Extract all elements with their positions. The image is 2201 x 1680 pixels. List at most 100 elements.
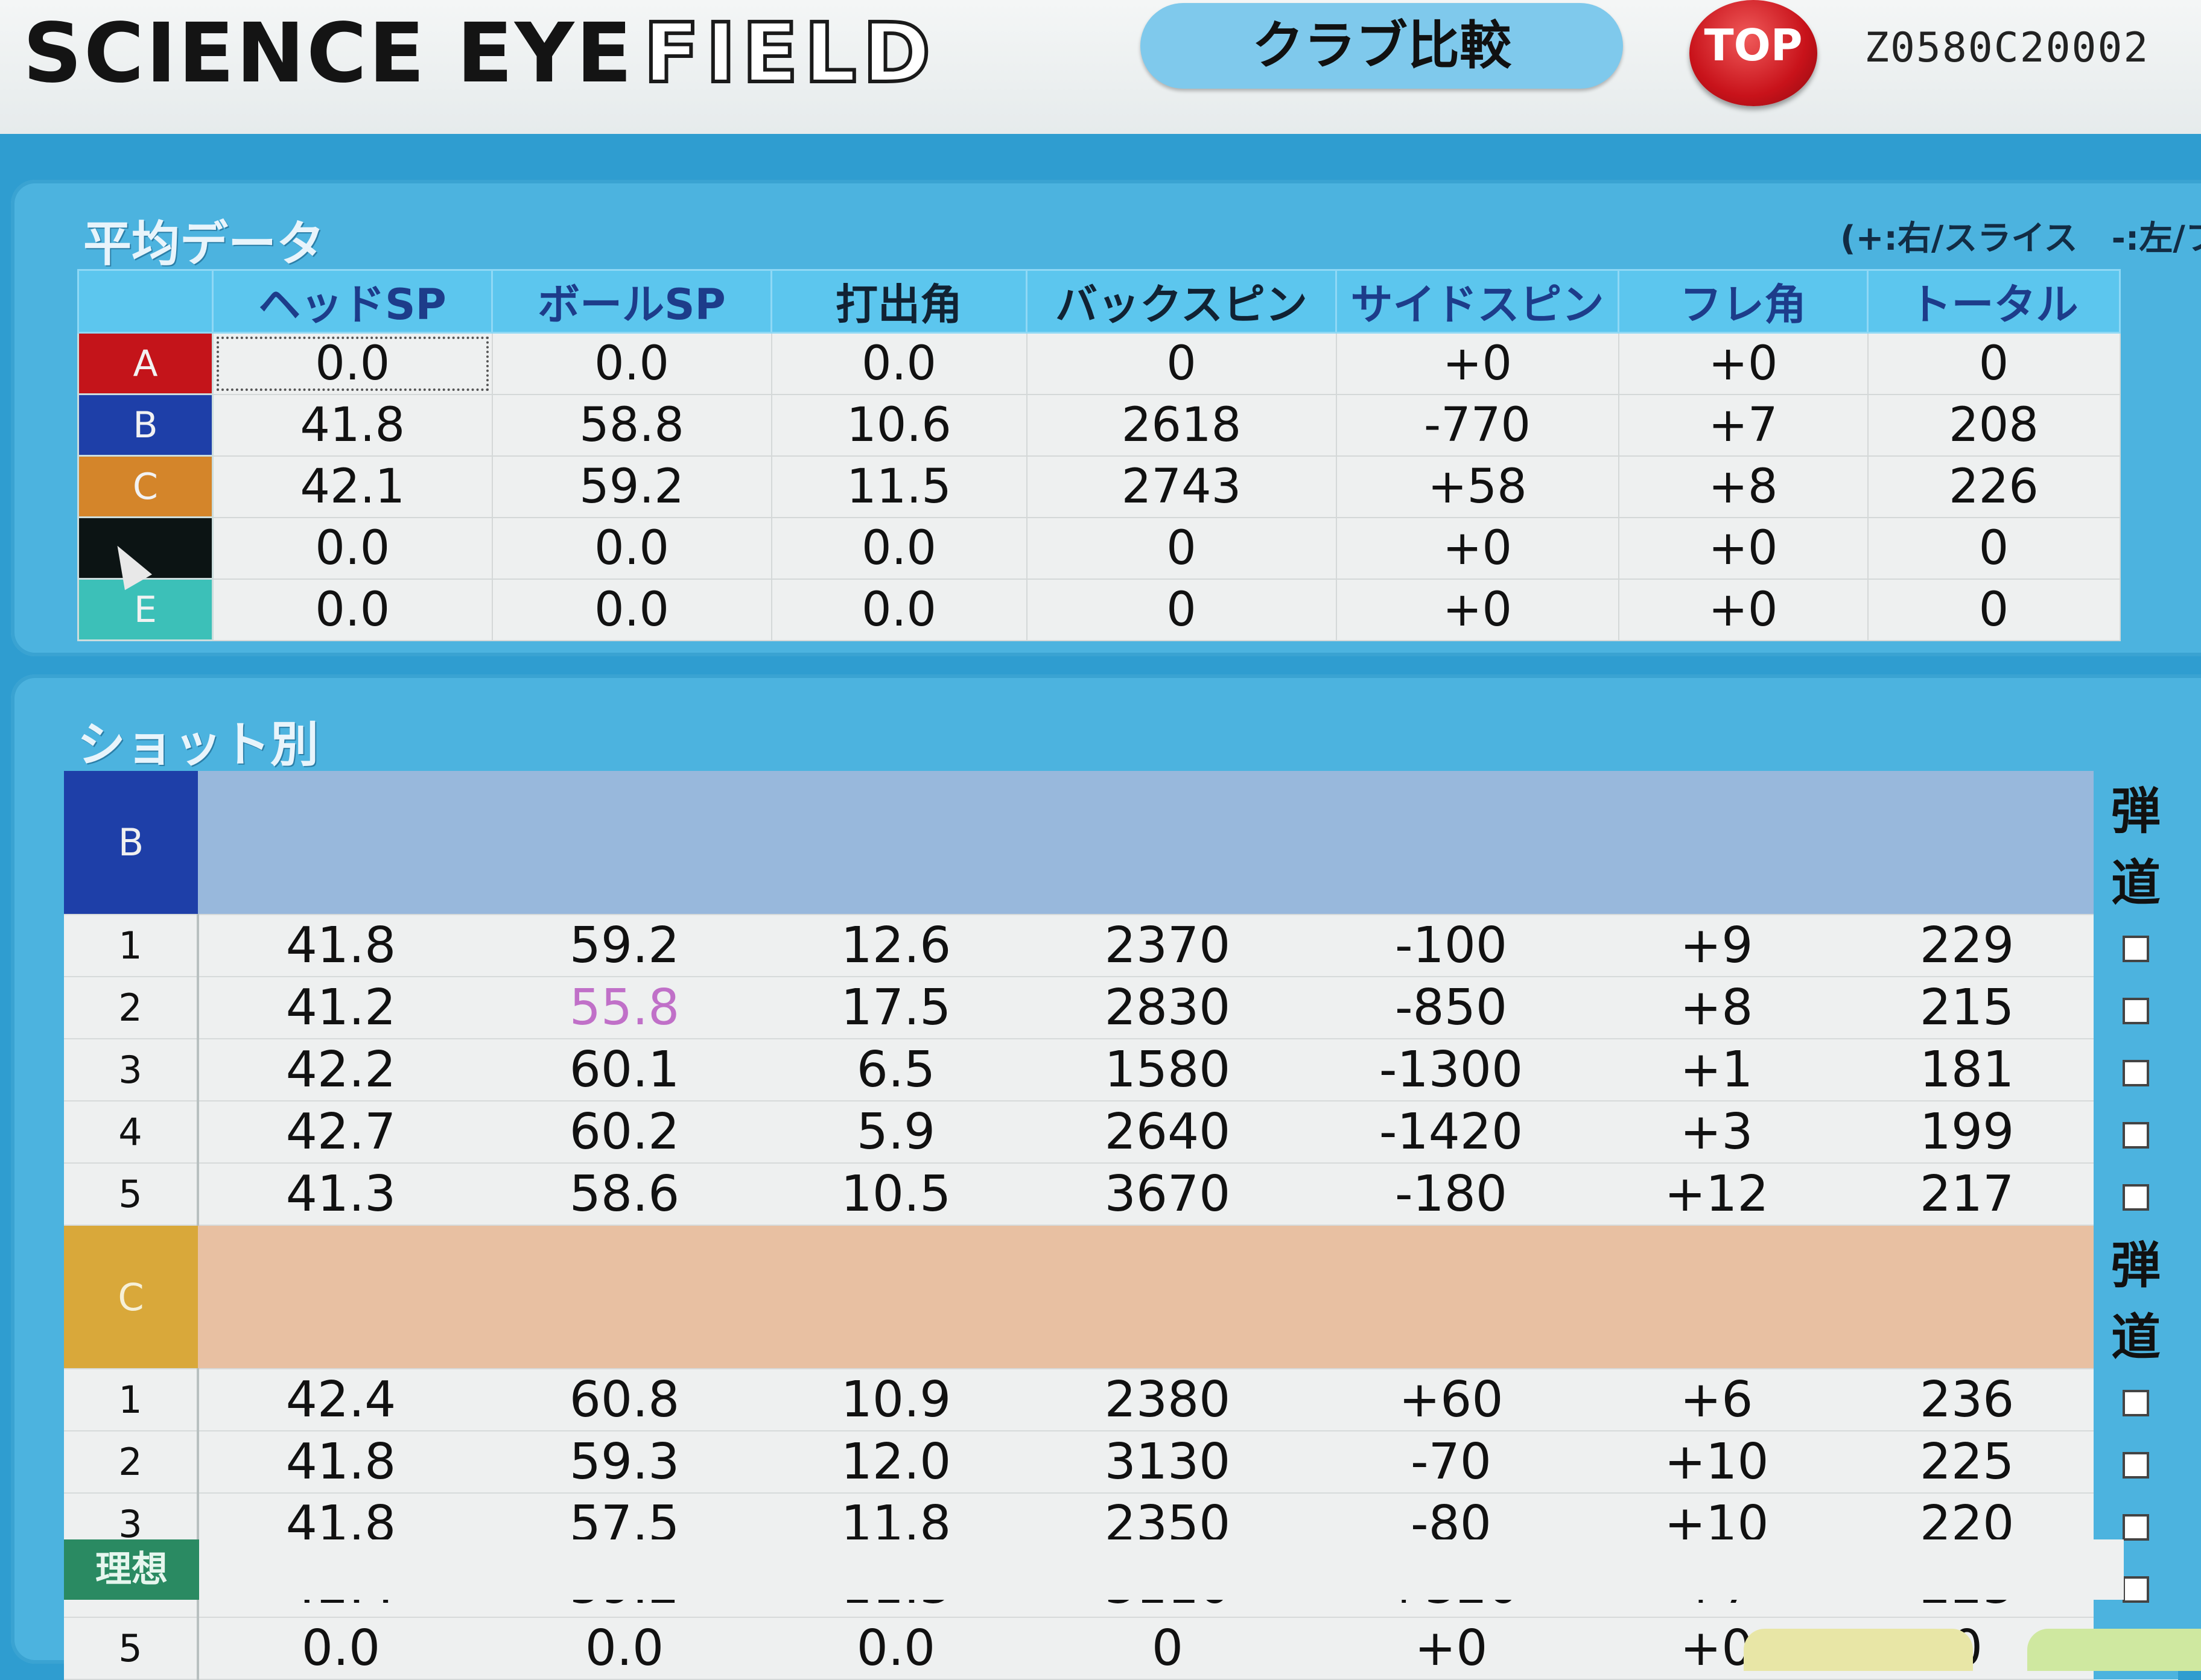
shot-title: ショット別 bbox=[77, 717, 319, 773]
shot-cell: 199 bbox=[1840, 1101, 2094, 1164]
trajectory-checkbox[interactable] bbox=[2123, 1514, 2149, 1541]
shot-cell: 2830 bbox=[1026, 977, 1309, 1039]
col-header: 打出角 bbox=[770, 269, 1027, 334]
trajectory-checkbox[interactable] bbox=[2123, 1390, 2149, 1416]
trajectory-checkbox-cell bbox=[2094, 1101, 2178, 1163]
shot-cell: 59.3 bbox=[483, 1431, 766, 1494]
club-label[interactable]: B bbox=[77, 393, 214, 457]
shot-cell: 0 bbox=[1026, 1617, 1309, 1680]
club-label[interactable] bbox=[77, 516, 214, 580]
average-cell: 0 bbox=[1867, 516, 2121, 580]
shot-cell: 217 bbox=[1840, 1163, 2094, 1226]
shot-cell: 10.9 bbox=[766, 1369, 1026, 1431]
average-row[interactable]: B 41.8 58.8 10.6 2618 -770 +7 208 bbox=[77, 393, 2121, 457]
shot-cell: -1420 bbox=[1309, 1101, 1593, 1164]
trajectory-checkbox[interactable] bbox=[2123, 1122, 2149, 1149]
shot-cell: 42.7 bbox=[198, 1101, 483, 1164]
trajectory-label: 弾道 bbox=[2094, 771, 2178, 914]
trajectory-checkbox[interactable] bbox=[2123, 1452, 2149, 1479]
shot-row[interactable]: 5 41.3 58.6 10.5 3670 -180 +12 217 bbox=[64, 1163, 2178, 1226]
shot-cell: 10.5 bbox=[766, 1163, 1026, 1226]
direction-legend: (+:右/スライス -:左/フ bbox=[1840, 219, 2201, 258]
shot-cell: 55.8 bbox=[483, 977, 766, 1039]
shot-cell: 6.5 bbox=[766, 1039, 1026, 1102]
shot-number: 4 bbox=[64, 1101, 199, 1164]
shot-cell: 225 bbox=[1840, 1431, 2094, 1494]
average-row[interactable]: E 0.0 0.0 0.0 0 +0 +0 0 bbox=[77, 578, 2121, 641]
average-cell: 2743 bbox=[1026, 455, 1337, 518]
average-row[interactable]: C 42.1 59.2 11.5 2743 +58 +8 226 bbox=[77, 455, 2121, 518]
shot-row[interactable]: 1 41.8 59.2 12.6 2370 -100 +9 229 bbox=[64, 914, 2178, 977]
shot-cell: -1300 bbox=[1309, 1039, 1593, 1102]
shot-cell: +0 bbox=[1309, 1617, 1593, 1680]
tab-club-compare[interactable]: クラブ比較 bbox=[1140, 3, 1623, 89]
trajectory-checkbox[interactable] bbox=[2123, 1184, 2149, 1211]
average-cell: 208 bbox=[1867, 393, 2121, 457]
shot-cell: 41.3 bbox=[198, 1163, 483, 1226]
shot-number: 5 bbox=[64, 1163, 199, 1226]
group-label: B bbox=[64, 771, 198, 915]
average-row[interactable]: A 0.0 0.0 0.0 0 +0 +0 0 bbox=[77, 332, 2121, 395]
col-header: トータル bbox=[1867, 269, 2121, 334]
shot-cell: 0.0 bbox=[198, 1617, 483, 1680]
trajectory-checkbox[interactable] bbox=[2123, 936, 2149, 962]
average-row[interactable]: 0.0 0.0 0.0 0 +0 +0 0 bbox=[77, 516, 2121, 580]
club-label[interactable]: C bbox=[77, 455, 214, 518]
shot-cell: +3 bbox=[1593, 1101, 1840, 1164]
group-header-row: B 弾道 bbox=[64, 771, 2178, 915]
shot-cell: +9 bbox=[1593, 914, 1840, 977]
average-table: ヘッドSP ボールSP 打出角 バックスピン サイドスピン フレ角 トータル A… bbox=[77, 269, 2121, 641]
brand-logo: SCIENCE EYE FIELD bbox=[23, 6, 936, 101]
shot-row[interactable]: 2 41.8 59.3 12.0 3130 -70 +10 225 bbox=[64, 1431, 2178, 1494]
shot-cell: 41.2 bbox=[198, 977, 483, 1039]
ideal-row[interactable]: 理想 bbox=[64, 1539, 2124, 1600]
shot-cell: 5.9 bbox=[766, 1101, 1026, 1164]
shot-number: 3 bbox=[64, 1039, 199, 1102]
top-button[interactable]: TOP bbox=[1689, 0, 1817, 106]
average-cell: 2618 bbox=[1026, 393, 1337, 457]
machine-id: Z0580C20002 bbox=[1864, 24, 2150, 72]
average-cell: -770 bbox=[1335, 393, 1619, 457]
trajectory-checkbox-cell bbox=[2094, 914, 2178, 977]
shot-cell: 3670 bbox=[1026, 1163, 1309, 1226]
average-cell: +58 bbox=[1335, 455, 1619, 518]
average-cell: 0 bbox=[1026, 332, 1337, 395]
average-cell: 0 bbox=[1867, 578, 2121, 641]
col-header: ボールSP bbox=[491, 269, 772, 334]
shot-cell: 42.2 bbox=[198, 1039, 483, 1102]
average-cell: 0.0 bbox=[212, 332, 493, 395]
average-cell: 0.0 bbox=[491, 516, 772, 580]
shot-cell: 3130 bbox=[1026, 1431, 1309, 1494]
average-cell: 42.1 bbox=[212, 455, 493, 518]
bottom-button[interactable] bbox=[1744, 1629, 1973, 1671]
group-band bbox=[198, 771, 2094, 915]
average-cell: 41.8 bbox=[212, 393, 493, 457]
shot-number: 2 bbox=[64, 977, 199, 1039]
average-cell: 0.0 bbox=[770, 332, 1027, 395]
average-cell: +0 bbox=[1618, 332, 1869, 395]
bottom-button[interactable] bbox=[2027, 1629, 2201, 1671]
average-cell: +0 bbox=[1335, 332, 1619, 395]
shot-number: 1 bbox=[64, 1369, 199, 1431]
shot-cell: +1 bbox=[1593, 1039, 1840, 1102]
club-label[interactable]: A bbox=[77, 332, 214, 395]
shot-cell: 2640 bbox=[1026, 1101, 1309, 1164]
club-label[interactable]: E bbox=[77, 578, 214, 641]
average-cell: 0 bbox=[1867, 332, 2121, 395]
average-cell: +0 bbox=[1618, 578, 1869, 641]
shot-table: B 弾道 1 41.8 59.2 12.6 2370 -100 +9 229 2 41.2 55.8 17… bbox=[64, 771, 2178, 1680]
average-cell: 0.0 bbox=[212, 516, 493, 580]
trajectory-checkbox[interactable] bbox=[2123, 1576, 2149, 1603]
shot-cell: 60.8 bbox=[483, 1369, 766, 1431]
shot-row[interactable]: 2 41.2 55.8 17.5 2830 -850 +8 215 bbox=[64, 977, 2178, 1039]
trajectory-checkbox[interactable] bbox=[2123, 1060, 2149, 1086]
brand-solid: SCIENCE EYE bbox=[23, 6, 634, 101]
shot-row[interactable]: 4 42.7 60.2 5.9 2640 -1420 +3 199 bbox=[64, 1101, 2178, 1164]
shot-cell: 236 bbox=[1840, 1369, 2094, 1431]
average-cell: 10.6 bbox=[770, 393, 1027, 457]
shot-row[interactable]: 1 42.4 60.8 10.9 2380 +60 +6 236 bbox=[64, 1369, 2178, 1431]
shot-row[interactable]: 3 42.2 60.1 6.5 1580 -1300 +1 181 bbox=[64, 1039, 2178, 1102]
trajectory-checkbox[interactable] bbox=[2123, 998, 2149, 1024]
shot-cell: 41.8 bbox=[198, 1431, 483, 1494]
average-cell: 0.0 bbox=[770, 578, 1027, 641]
